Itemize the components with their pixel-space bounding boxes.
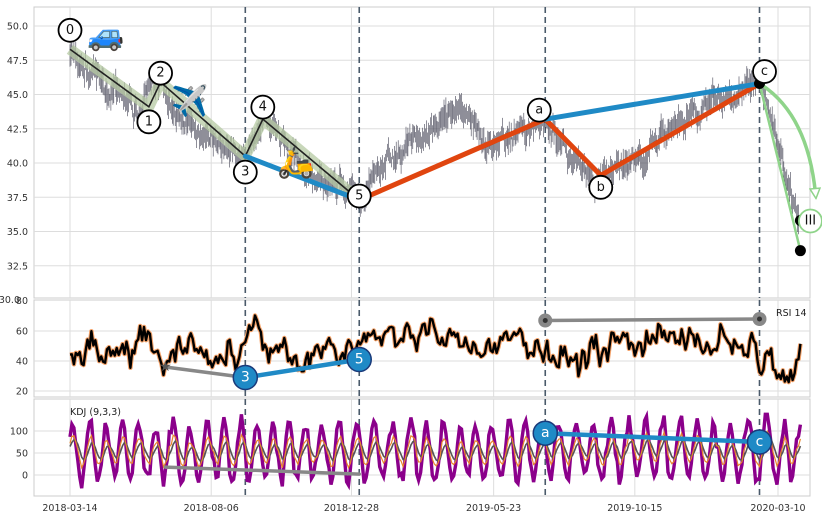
kdj-panel-label: KDJ (9,3,3)	[70, 407, 121, 418]
kdj-k-line	[69, 429, 801, 470]
svg-text:5: 5	[355, 352, 364, 368]
y-tick-label: 40	[16, 357, 28, 368]
wave-label-III: III	[798, 208, 822, 234]
wave-label-3: 3	[232, 159, 258, 185]
blue-trend-line	[542, 81, 762, 122]
svg-text:0: 0	[66, 23, 74, 38]
price-panel-frame	[33, 6, 811, 299]
rsi-line	[69, 314, 802, 384]
orange-trend-line	[542, 116, 604, 178]
impulse-wave-line	[69, 48, 360, 201]
y-tick-label: 80	[16, 296, 28, 307]
indicator-marker-c: c	[746, 429, 773, 455]
divergence-line	[543, 317, 762, 323]
x-tick-label: 2020-03-10	[750, 503, 805, 514]
blue-divergence-line	[545, 430, 760, 445]
indicator-marker-3: 3	[232, 364, 259, 391]
scooter-icon: 🛵	[277, 146, 314, 181]
wave-label-c: c	[752, 59, 777, 84]
car-icon: 🚙	[87, 18, 124, 53]
svg-text:5: 5	[355, 188, 363, 203]
svg-text:b: b	[597, 180, 605, 195]
y-tick-label: 37.5	[7, 193, 28, 204]
rsi-panel-label: RSI 14	[776, 308, 807, 319]
svg-text:a: a	[535, 103, 543, 118]
y-tick-label: 45.0	[7, 90, 28, 101]
x-tick-label: 2019-10-15	[607, 503, 662, 514]
wave-label-4: 4	[250, 94, 276, 120]
divergence-line	[163, 365, 248, 380]
indicator-marker-a: a	[532, 420, 558, 446]
rsi-panel-frame	[33, 299, 811, 398]
star-marker: ★	[159, 359, 172, 375]
wave-label-5: 5	[346, 183, 372, 209]
kdj-d-line	[69, 437, 802, 463]
x-tick-label: 2018-08-06	[184, 503, 239, 514]
price-overlays: 🚙 ✈️ 🛵 0 1 2 3 4 5 a b c III	[57, 17, 822, 257]
indicator-marker-5: 5	[346, 346, 372, 373]
orange-trend-line	[598, 81, 762, 178]
y-tick-labels: 32.5 35.0 37.5 40.0 42.5 45.0 47.5 50.0 20 40 60 0 5…	[0, 22, 28, 482]
x-tick-labels: 2018-03-14 2018-08-06 2018-12-28 2019-05-23…	[42, 503, 805, 514]
wave-label-2: 2	[148, 60, 173, 86]
svg-text:III: III	[805, 214, 817, 229]
y-tick-label: 47.5	[7, 56, 28, 67]
blue-trend-line	[242, 153, 362, 203]
y-tick-label: 30.0	[0, 295, 20, 306]
y-tick-label: 0	[22, 471, 28, 482]
forecast-line	[758, 83, 802, 251]
forecast-arrow-curve	[758, 82, 815, 194]
orange-trend-line	[356, 116, 548, 203]
y-tick-label: 50	[16, 449, 28, 460]
y-tick-label: 100	[10, 427, 28, 438]
y-tick-label: 40.0	[7, 159, 28, 170]
x-tick-label: 2018-03-14	[42, 503, 97, 514]
y-tick-label: 35.0	[7, 227, 28, 238]
svg-text:1: 1	[145, 114, 153, 129]
y-tick-label: 42.5	[7, 124, 28, 135]
kdj-series: ac	[68, 410, 803, 491]
rsi-series: ★ 3 5	[69, 312, 803, 391]
wave-label-0: 0	[57, 17, 83, 43]
blue-divergence-line	[244, 357, 360, 380]
airplane-icon: ✈️	[171, 82, 208, 119]
pivot-dot	[794, 245, 806, 257]
kdj-j-line	[68, 410, 803, 491]
y-tick-label: 50.0	[7, 22, 28, 33]
wave-label-1: 1	[136, 109, 162, 135]
svg-text:c: c	[756, 434, 764, 450]
svg-text:3: 3	[241, 165, 249, 180]
wave-label-a: a	[526, 97, 552, 123]
svg-text:2: 2	[156, 66, 164, 81]
y-tick-label: 20	[16, 387, 28, 398]
y-tick-label: 60	[16, 327, 28, 338]
y-tick-label: 32.5	[7, 261, 28, 272]
wave-label-b: b	[588, 174, 614, 200]
x-tick-label: 2019-05-23	[466, 503, 521, 514]
svg-text:4: 4	[259, 100, 267, 115]
svg-text:c: c	[761, 64, 768, 79]
x-tick-label: 2018-12-28	[324, 503, 379, 514]
svg-text:3: 3	[241, 370, 250, 386]
svg-text:a: a	[541, 425, 550, 441]
divergence-line	[163, 465, 361, 476]
